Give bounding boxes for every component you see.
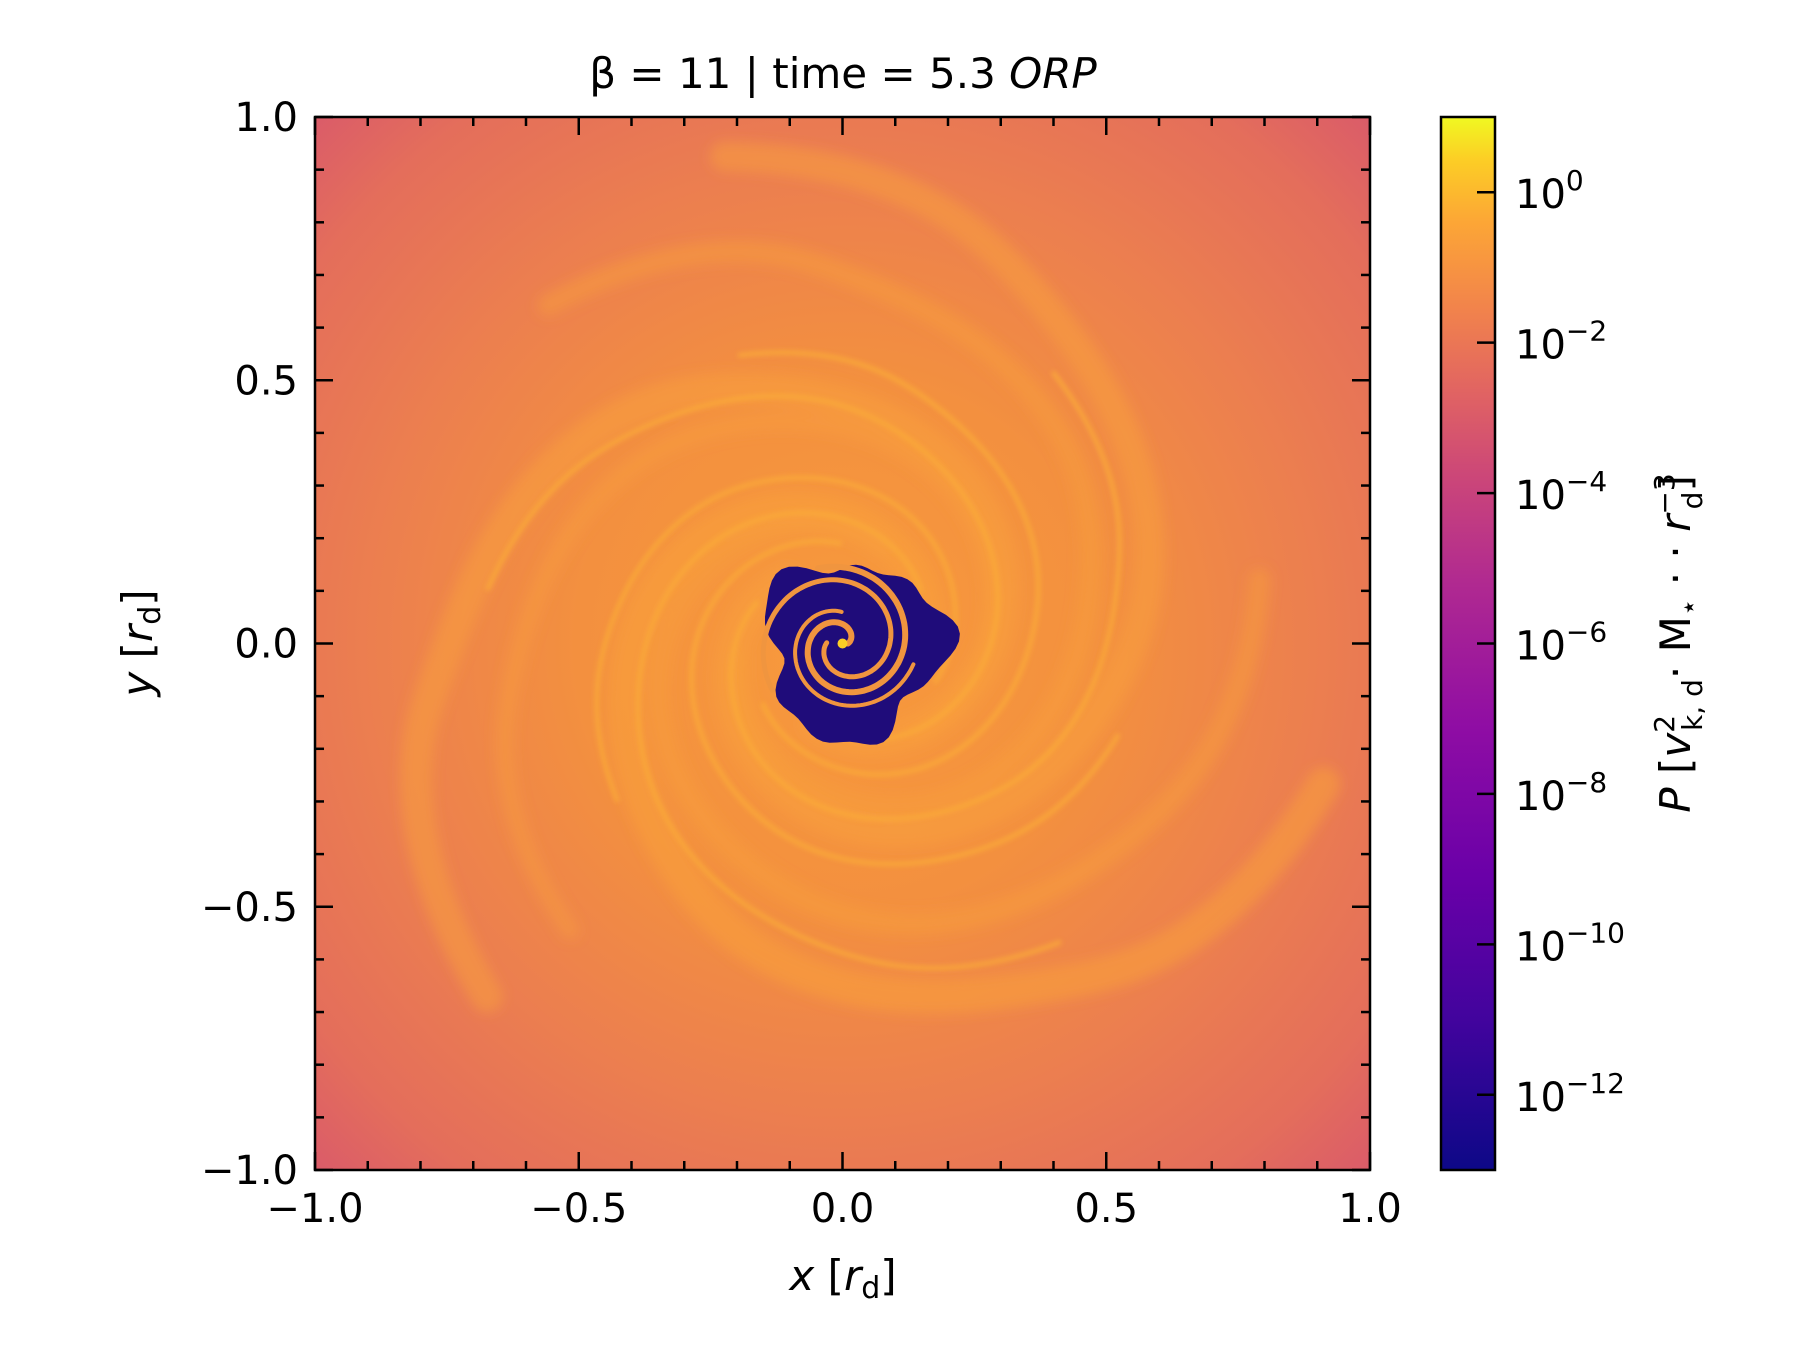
x-axis-label: x [rd] bbox=[787, 1251, 896, 1306]
x-tick-label: 0.0 bbox=[811, 1186, 875, 1232]
spiral-filament bbox=[594, 475, 958, 803]
spiral-arm bbox=[607, 492, 1341, 1014]
x-tick-label: −0.5 bbox=[530, 1186, 627, 1232]
y-tick-label: −1.0 bbox=[201, 1148, 298, 1194]
chart-title-main: β = 11 | time = 5.3 bbox=[589, 49, 1009, 98]
cavity-filament bbox=[760, 577, 894, 693]
colorbar-tick-label: 10−8 bbox=[1515, 766, 1607, 820]
spiral-arm bbox=[537, 240, 1102, 818]
spiral-arm bbox=[709, 141, 1165, 848]
colorbar-tick-label: 10−10 bbox=[1515, 916, 1625, 970]
spiral-filament bbox=[728, 371, 1122, 822]
y-tick-label: 1.0 bbox=[234, 95, 298, 141]
colorbar-ticks bbox=[1477, 190, 1495, 1097]
colorbar-tick-label: 10−6 bbox=[1515, 616, 1607, 670]
inner-cavity bbox=[760, 563, 960, 745]
cavity-filament bbox=[793, 608, 916, 708]
spiral-filaments bbox=[485, 350, 1122, 971]
y-tick-label: 0.0 bbox=[234, 622, 298, 668]
colorbar-tick-label: 100 bbox=[1515, 164, 1584, 218]
x-tick-labels: −1.0 −0.5 0.0 0.5 1.0 bbox=[266, 1186, 1401, 1232]
spiral-filament bbox=[485, 393, 1001, 743]
y-tick-label: 0.5 bbox=[234, 358, 298, 404]
colorbar-tick-labels: 100 10−2 10−4 10−6 10−8 10−10 10−12 bbox=[1515, 164, 1625, 1121]
spiral-filament bbox=[737, 350, 1041, 777]
x-tick-label: 1.0 bbox=[1338, 1186, 1402, 1232]
colorbar-tick-label: 10−12 bbox=[1515, 1067, 1625, 1121]
y-tick-label: −0.5 bbox=[201, 885, 298, 931]
spiral-arm bbox=[495, 412, 1002, 940]
spiral-arms bbox=[400, 141, 1341, 1014]
heatmap-field bbox=[315, 117, 1370, 1170]
central-source bbox=[837, 638, 848, 649]
colorbar-tick-label: 10−2 bbox=[1515, 315, 1607, 369]
chart-title-italic: ORP bbox=[1009, 49, 1097, 98]
x-tick-label: −1.0 bbox=[266, 1186, 363, 1232]
cavity-region bbox=[765, 564, 960, 745]
x-tick-label: 0.5 bbox=[1074, 1186, 1138, 1232]
spiral-filament bbox=[635, 510, 1062, 971]
y-axis-label: y [rd] bbox=[113, 589, 168, 698]
axis-ticks bbox=[313, 115, 1372, 1172]
spiral-arm bbox=[647, 512, 1271, 935]
chart-title: β = 11 | time = 5.3 ORP bbox=[589, 49, 1097, 98]
colorbar-label: P [v2k, d· M⋆ · · r−3d] bbox=[1648, 473, 1709, 812]
colorbar-tick-label: 10−4 bbox=[1515, 465, 1607, 519]
cavity-filament bbox=[804, 563, 909, 696]
spiral-filament bbox=[689, 538, 1121, 867]
y-tick-labels: −1.0 −0.5 0.0 0.5 1.0 bbox=[201, 95, 298, 1194]
